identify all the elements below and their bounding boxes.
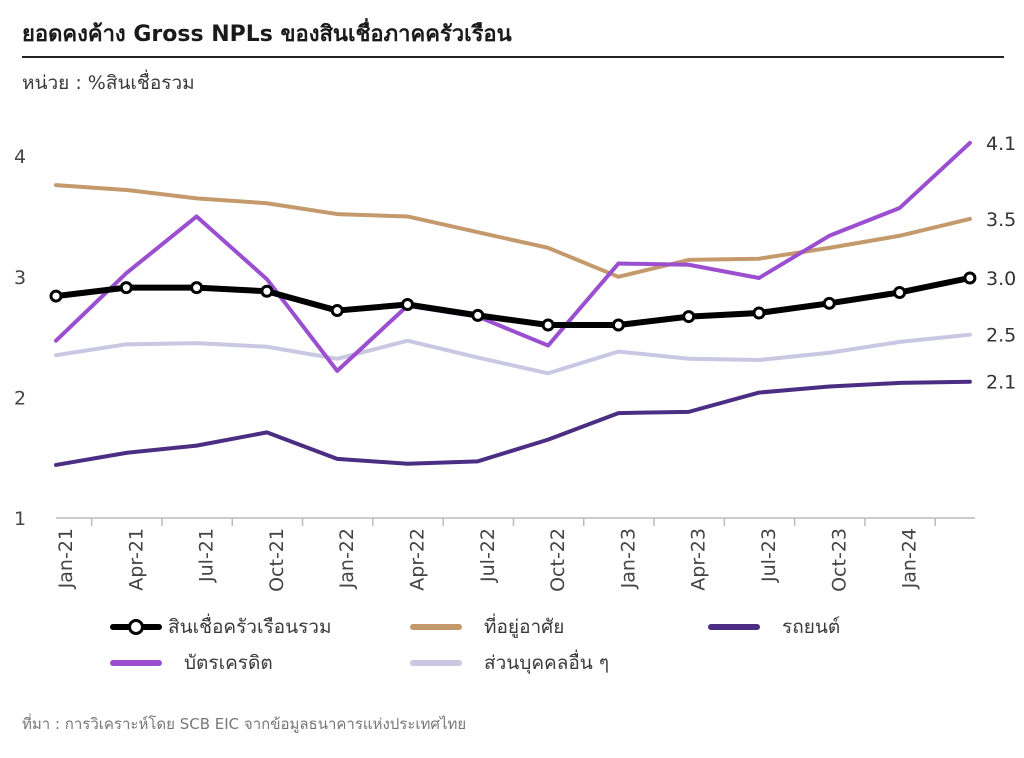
x-tick-label: Jul-23 bbox=[758, 528, 780, 583]
legend-item: บัตรเครดิต bbox=[110, 650, 273, 676]
legend-item: ส่วนบุคคลอื่น ๆ bbox=[410, 650, 609, 676]
y-tick-label: 4 bbox=[14, 146, 26, 168]
legend-label: บัตรเครดิต bbox=[184, 652, 273, 674]
y-tick-label: 1 bbox=[14, 508, 26, 530]
series-point bbox=[330, 304, 344, 318]
legend-swatch bbox=[410, 624, 462, 630]
x-tick-label: Oct-22 bbox=[547, 528, 569, 592]
x-tick-label: Jan-24 bbox=[899, 528, 921, 589]
x-tick-label: Oct-21 bbox=[266, 528, 288, 592]
series-point bbox=[49, 289, 63, 303]
x-tick-label: Jan-23 bbox=[617, 528, 639, 589]
series-point bbox=[611, 318, 625, 332]
series-point bbox=[190, 281, 204, 295]
legend-label: ที่อยู่อาศัย bbox=[484, 616, 565, 638]
end-value-label: 3.0 bbox=[986, 268, 1016, 290]
series-point bbox=[822, 296, 836, 310]
series-point bbox=[260, 284, 274, 298]
x-tick-label: Apr-21 bbox=[125, 528, 147, 591]
legend-swatch bbox=[410, 660, 462, 666]
legend-swatch bbox=[708, 624, 760, 630]
chart-plot: 1 2 3 4 Jan-21 Apr-21 Jul-21 Oct-21 Jan-22 Apr-22… bbox=[14, 133, 1016, 592]
x-tick-label: Jul-21 bbox=[196, 528, 218, 583]
end-value-label: 3.5 bbox=[986, 209, 1016, 231]
legend-label: รถยนต์ bbox=[782, 616, 841, 638]
legend-label: ส่วนบุคคลอื่น ๆ bbox=[484, 652, 610, 674]
legend-item: ที่อยู่อาศัย bbox=[410, 614, 564, 640]
x-tick-label: Jan-21 bbox=[55, 528, 77, 589]
series-point bbox=[963, 271, 977, 285]
legend-label: สินเชื่อครัวเรือนรวม bbox=[168, 616, 332, 638]
series-point bbox=[893, 285, 907, 299]
x-tick-label: Apr-22 bbox=[407, 528, 429, 591]
source-note: ที่มา : การวิเคราะห์โดย SCB EIC จากข้อมู… bbox=[22, 715, 467, 733]
x-tick-label: Jul-22 bbox=[477, 528, 499, 583]
legend: สินเชื่อครัวเรือนรวม ที่อยู่อาศัย รถยนต์บั… bbox=[110, 614, 1010, 676]
series-line bbox=[54, 140, 972, 373]
series-point bbox=[752, 306, 766, 320]
end-value-label: 2.1 bbox=[986, 372, 1016, 394]
series-point bbox=[401, 298, 414, 312]
x-tick-label: Jan-22 bbox=[336, 528, 358, 589]
y-tick-label: 2 bbox=[14, 387, 26, 409]
chart-title: ยอดคงค้าง Gross NPLs ของสินเชื่อภาคครัวเ… bbox=[22, 22, 512, 47]
series-line bbox=[54, 379, 972, 467]
end-value-label: 4.1 bbox=[986, 133, 1016, 155]
series-line bbox=[54, 332, 972, 376]
series-line bbox=[53, 274, 973, 329]
legend-swatch bbox=[110, 660, 162, 666]
legend-item: สินเชื่อครัวเรือนรวม bbox=[110, 614, 331, 640]
x-tick-label: Oct-23 bbox=[828, 528, 850, 592]
series-point bbox=[682, 310, 696, 324]
series-point bbox=[541, 318, 555, 332]
unit-label: หน่วย : %สินเชื่อรวม bbox=[22, 72, 195, 94]
y-tick-label: 3 bbox=[14, 267, 26, 289]
legend-swatch bbox=[110, 619, 162, 635]
title-divider bbox=[22, 56, 1004, 58]
series-point bbox=[471, 308, 485, 322]
x-tick-label: Apr-23 bbox=[688, 528, 710, 591]
legend-item: รถยนต์ bbox=[708, 614, 840, 640]
series-point bbox=[119, 281, 133, 295]
legend-marker bbox=[128, 619, 144, 635]
series-line bbox=[54, 183, 972, 279]
end-value-label: 2.5 bbox=[986, 325, 1016, 347]
